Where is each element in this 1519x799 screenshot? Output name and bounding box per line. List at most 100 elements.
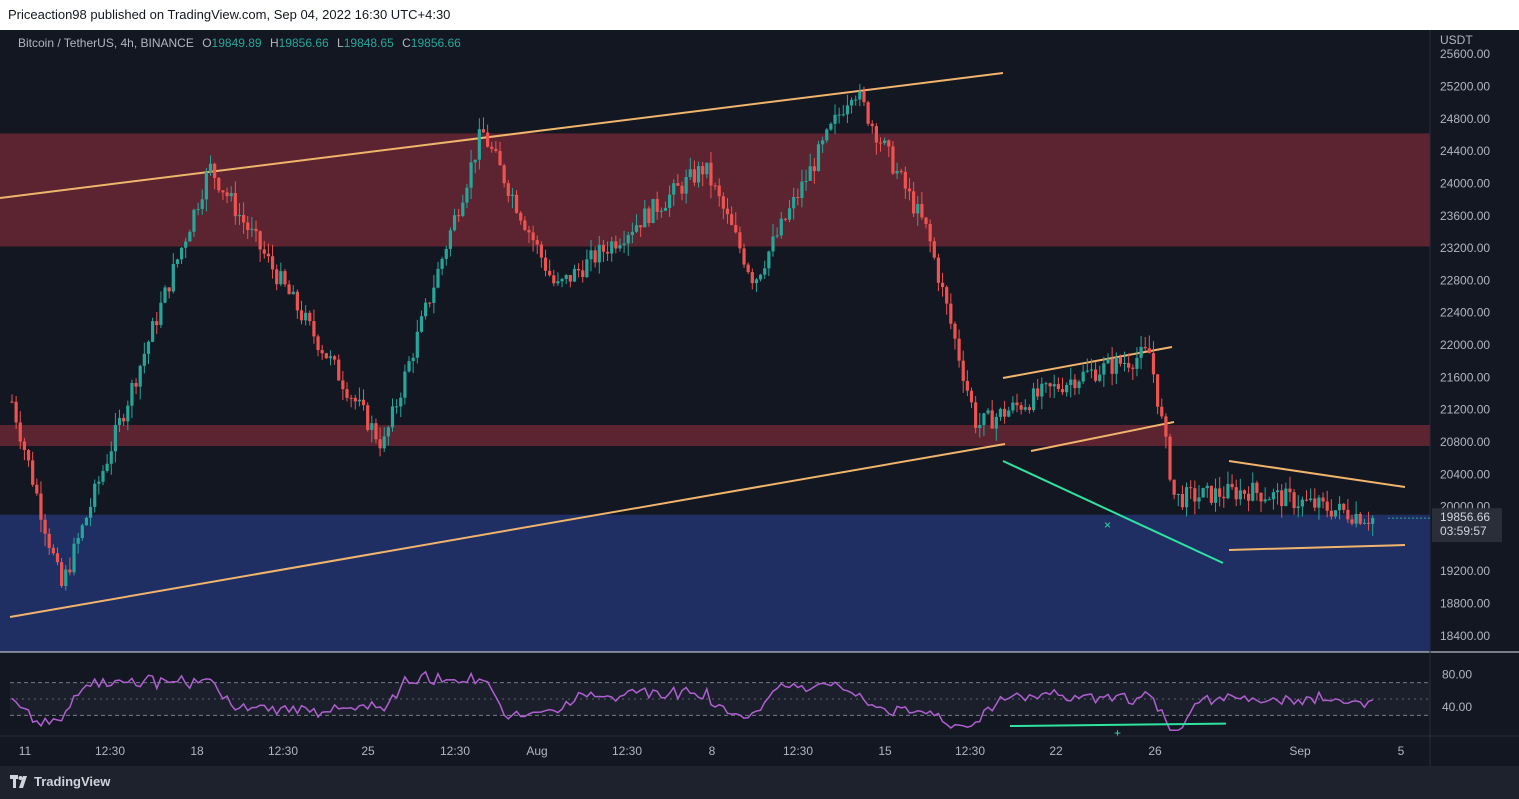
rsi-pane: +: [0, 651, 1519, 740]
candle: [1052, 374, 1056, 399]
candle: [1110, 346, 1114, 386]
candle: [1259, 492, 1263, 513]
candle: [1172, 479, 1176, 500]
candle: [982, 412, 986, 436]
candle: [1263, 487, 1267, 504]
candle: [490, 141, 494, 153]
candle: [1081, 364, 1085, 384]
candle: [1114, 352, 1118, 385]
candle: [725, 197, 730, 224]
candle: [382, 427, 386, 452]
candle: [138, 364, 142, 400]
candle: [295, 289, 299, 319]
open-key: O: [202, 36, 212, 50]
candle: [1317, 495, 1321, 520]
candle: [366, 402, 370, 432]
candle: [709, 151, 713, 199]
candle: [841, 104, 845, 117]
candle: [502, 163, 506, 188]
candle: [76, 532, 80, 554]
candle: [837, 107, 841, 124]
candle: [572, 264, 577, 282]
candle: [564, 274, 568, 285]
candle: [1160, 398, 1164, 419]
trendline[interactable]: [1030, 421, 1175, 452]
price-tick: 22000.00: [1440, 338, 1490, 352]
candle: [146, 340, 151, 365]
candle: [895, 162, 899, 180]
candle: [1222, 486, 1226, 508]
time-tick: 22: [1049, 744, 1063, 758]
candle: [1031, 382, 1036, 413]
candle: [184, 237, 188, 259]
candle: [134, 378, 138, 395]
cross-marker: ×: [1104, 518, 1111, 532]
candle: [614, 235, 618, 254]
candle: [10, 394, 14, 404]
candle: [1201, 487, 1205, 498]
candle: [159, 291, 163, 328]
candle: [1238, 478, 1242, 506]
candle: [275, 264, 279, 291]
candle: [1288, 476, 1292, 502]
candle: [117, 409, 122, 433]
candle: [746, 262, 750, 274]
candle: [763, 260, 767, 279]
candle: [151, 317, 155, 343]
candle: [345, 382, 349, 402]
candle: [787, 199, 792, 223]
candle: [978, 412, 982, 438]
candle: [93, 479, 97, 513]
candle: [705, 162, 709, 179]
candle: [444, 245, 448, 266]
price-tick: 21200.00: [1440, 403, 1490, 417]
rsi-line: [11, 670, 1373, 731]
candle: [18, 411, 22, 450]
candle: [1189, 480, 1193, 500]
candle: [1093, 361, 1098, 383]
candle: [1135, 347, 1139, 377]
trendline[interactable]: [1228, 544, 1406, 551]
candle: [283, 268, 287, 287]
time-tick: 12:30: [612, 744, 642, 758]
low-key: L: [337, 36, 344, 50]
candle: [498, 141, 502, 166]
candle: [663, 201, 668, 212]
trendline[interactable]: [9, 443, 1006, 618]
candle: [101, 465, 105, 486]
candle: [72, 537, 76, 576]
candle: [47, 528, 51, 555]
price-tick: 20400.00: [1440, 467, 1490, 481]
candle: [891, 141, 895, 176]
price-tick: 20800.00: [1440, 435, 1490, 449]
last-price-box: [1432, 508, 1502, 543]
candle: [767, 250, 771, 277]
candle: [920, 192, 924, 220]
candle: [386, 425, 390, 446]
candle: [1164, 413, 1168, 449]
price-tick: 22800.00: [1440, 273, 1490, 287]
zones-layer: [0, 133, 1430, 652]
candle: [486, 124, 490, 148]
candle: [415, 319, 419, 364]
candle: [994, 413, 998, 441]
candle: [457, 208, 461, 222]
candle: [155, 312, 159, 335]
candle: [357, 387, 362, 407]
candle: [109, 441, 113, 475]
trendline[interactable]: [0, 72, 1004, 199]
divergence-line[interactable]: [1002, 460, 1224, 564]
candle: [258, 230, 262, 262]
candle: [1329, 499, 1333, 520]
candle: [945, 285, 949, 315]
candle: [1325, 490, 1329, 518]
candle: [229, 186, 233, 202]
candle: [585, 249, 589, 279]
tradingview-logo[interactable]: TradingView: [10, 774, 110, 789]
candle: [912, 181, 916, 217]
trendline[interactable]: [1228, 460, 1406, 488]
candle: [1350, 514, 1354, 526]
candle: [1205, 482, 1209, 498]
candle: [974, 396, 978, 434]
